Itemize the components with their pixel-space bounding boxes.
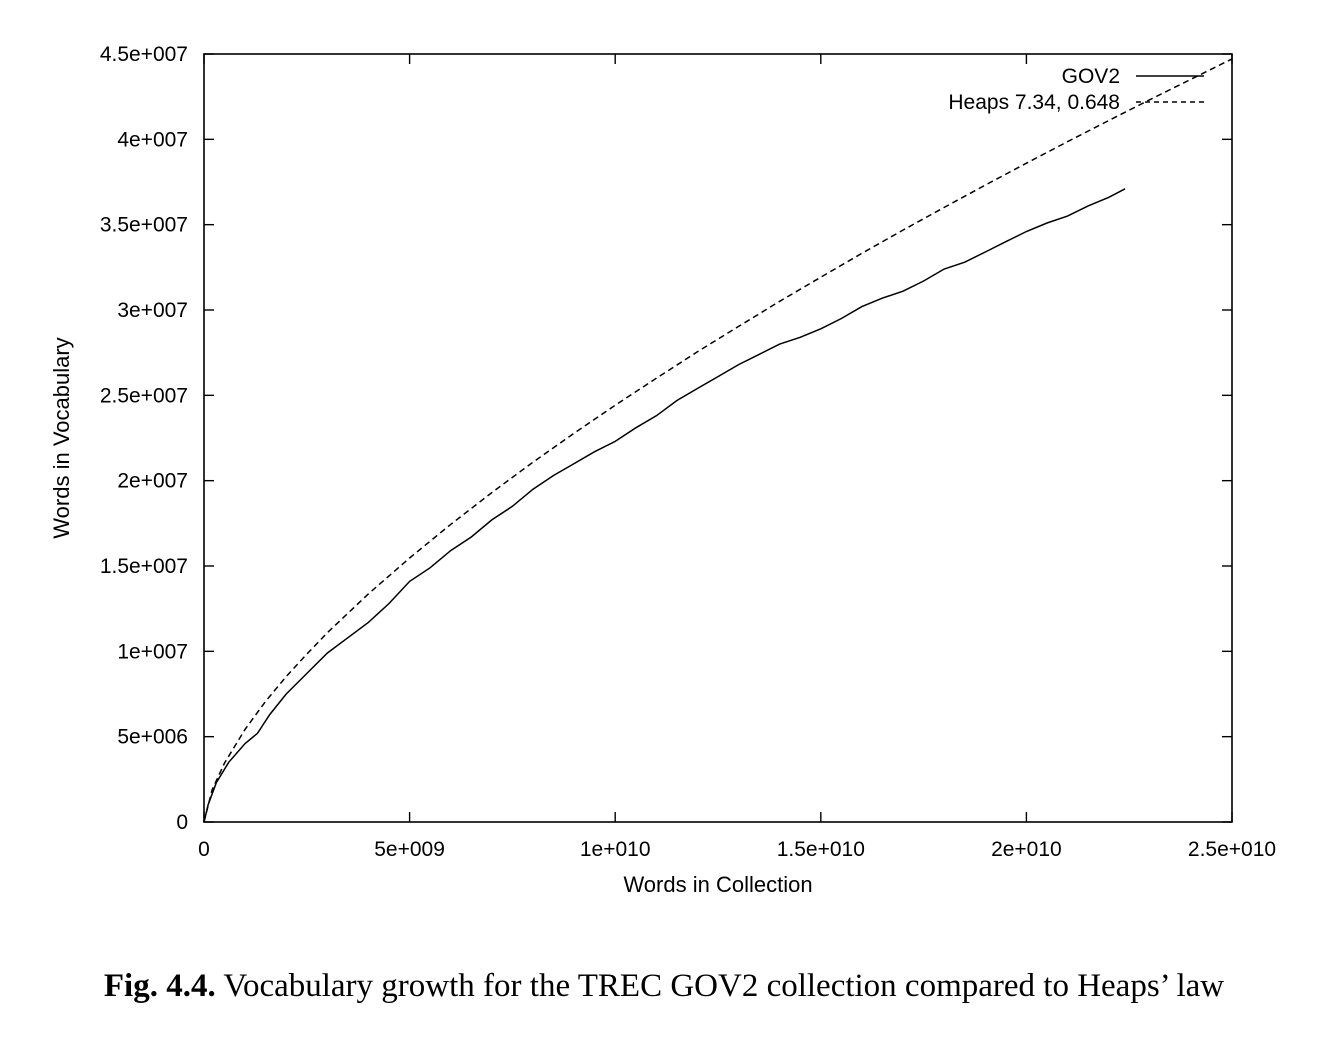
x-tick-label-4: 2e+010	[991, 838, 1062, 861]
x-tick-label-5: 2.5e+010	[1188, 838, 1276, 861]
legend-label-gov2: GOV2	[1062, 65, 1120, 88]
axis-ticks	[203, 53, 1233, 823]
y-tick-label-5: 2.5e+007	[100, 384, 188, 407]
figure-caption-text: Vocabulary growth for the TREC GOV2 coll…	[223, 968, 1225, 1004]
figure-number: Fig. 4.4.	[103, 968, 216, 1004]
y-tick-label-3: 1.5e+007	[100, 555, 188, 578]
y-tick-label-9: 4.5e+007	[100, 43, 188, 66]
series-layer	[203, 58, 1233, 823]
series-line-gov2	[203, 188, 1126, 823]
plot-frame	[203, 53, 1233, 823]
y-tick-label-8: 4e+007	[117, 128, 188, 151]
figure-caption: Fig. 4.4. Vocabulary growth for the TREC…	[0, 968, 1328, 1005]
y-tick-label-4: 2e+007	[117, 470, 188, 493]
x-tick-label-2: 1e+010	[580, 838, 651, 861]
tick-labels: 0 5e+009 1e+010 1.5e+010 2e+010 2.5e+010 0 5e+0…	[100, 43, 1276, 861]
y-tick-label-1: 5e+006	[117, 726, 188, 749]
x-tick-label-1: 5e+009	[374, 838, 445, 861]
series-line-heaps	[203, 58, 1233, 823]
legend: GOV2 Heaps 7.34, 0.648	[948, 65, 1204, 114]
legend-label-heaps: Heaps 7.34, 0.648	[948, 91, 1120, 114]
y-tick-label-6: 3e+007	[117, 299, 188, 322]
x-axis-label: Words in Collection	[623, 872, 812, 897]
x-tick-label-0: 0	[198, 838, 210, 861]
y-tick-label-0: 0	[176, 811, 188, 834]
x-tick-label-3: 1.5e+010	[777, 838, 865, 861]
y-tick-label-7: 3.5e+007	[100, 214, 188, 237]
y-axis-label: Words in Vocabulary	[49, 337, 74, 538]
y-tick-label-2: 1e+007	[117, 640, 188, 663]
